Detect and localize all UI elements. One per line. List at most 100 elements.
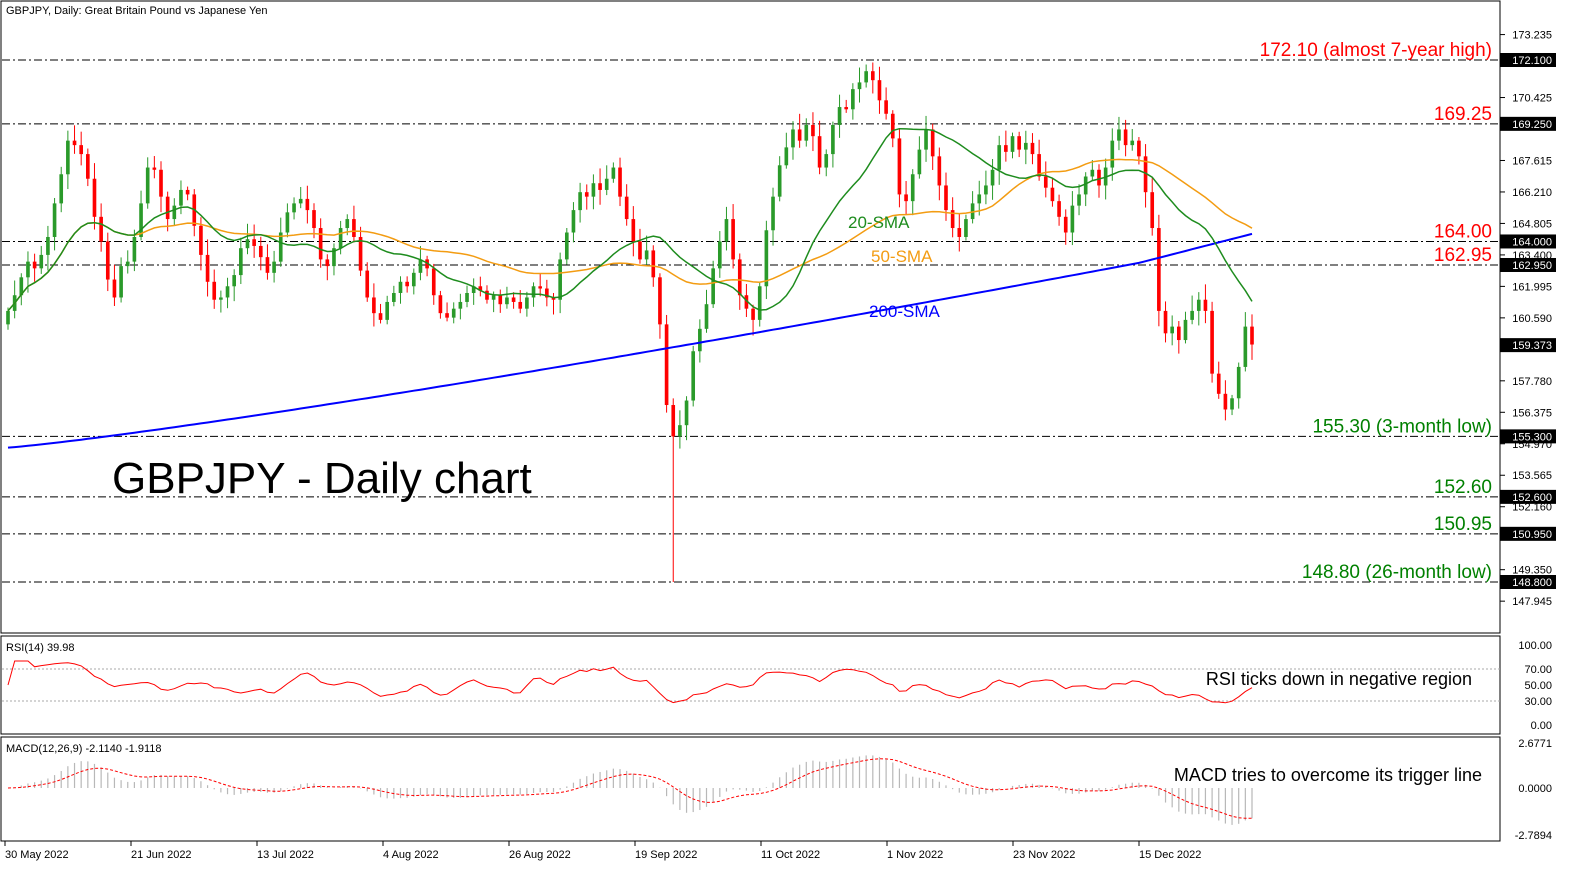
candle-body bbox=[385, 301, 390, 320]
candle-body bbox=[378, 313, 383, 320]
candle-body bbox=[1216, 373, 1221, 394]
level-label: 150.95 bbox=[1434, 514, 1492, 535]
candle-body bbox=[538, 286, 543, 289]
level-label: 164.00 bbox=[1434, 221, 1492, 242]
candle-body bbox=[478, 286, 483, 291]
date-label: 11 Oct 2022 bbox=[761, 849, 820, 861]
candle-body bbox=[159, 169, 163, 197]
candle-body bbox=[618, 167, 622, 197]
candle-body bbox=[1210, 310, 1214, 374]
candle-body bbox=[165, 196, 170, 220]
candle-body bbox=[258, 245, 263, 258]
candle-body bbox=[39, 254, 44, 269]
price-badge-text: 164.000 bbox=[1512, 236, 1552, 248]
candle-body bbox=[551, 297, 556, 300]
date-label: 15 Dec 2022 bbox=[1139, 849, 1201, 861]
price-badge-text: 162.950 bbox=[1512, 260, 1552, 272]
candle-body bbox=[711, 268, 715, 305]
candle-body bbox=[451, 308, 456, 318]
rsi-line bbox=[7, 660, 1253, 704]
candle-body bbox=[345, 219, 350, 229]
level-label: 162.95 bbox=[1434, 245, 1492, 266]
candle-body bbox=[851, 89, 855, 110]
candle-body bbox=[32, 261, 37, 269]
candle-body bbox=[418, 259, 423, 273]
level-label: 172.10 (almost 7-year high) bbox=[1260, 40, 1492, 61]
candle-body bbox=[52, 203, 57, 237]
candle-body bbox=[944, 185, 948, 211]
candle-body bbox=[797, 129, 802, 141]
candle-body bbox=[19, 277, 24, 296]
price-badge-text: 159.373 bbox=[1512, 340, 1552, 352]
candle-body bbox=[125, 261, 130, 267]
candle-body bbox=[997, 145, 1002, 170]
candle-body bbox=[844, 107, 849, 110]
date-label: 26 Aug 2022 bbox=[509, 849, 571, 861]
candle-body bbox=[624, 196, 629, 220]
price-tick-label: 149.350 bbox=[1512, 565, 1552, 577]
price-badge-text: 155.300 bbox=[1512, 431, 1552, 443]
candle-body bbox=[631, 219, 636, 242]
candle-body bbox=[664, 324, 669, 406]
price-tick-label: 173.235 bbox=[1512, 30, 1552, 42]
candle-body bbox=[591, 183, 596, 197]
sma20-label: 20-SMA bbox=[848, 213, 910, 232]
candle-body bbox=[824, 154, 829, 168]
sma50-line bbox=[7, 158, 1253, 312]
macd-label: MACD(12,26,9) -2.1140 -1.9118 bbox=[6, 743, 162, 755]
candle-body bbox=[1250, 326, 1254, 345]
date-label: 13 Jul 2022 bbox=[257, 849, 314, 861]
candle-body bbox=[1137, 140, 1141, 157]
candle-body bbox=[411, 272, 416, 287]
candle-body bbox=[1004, 145, 1008, 152]
candle-body bbox=[1223, 393, 1228, 410]
candle-body bbox=[970, 203, 975, 220]
candle-body bbox=[6, 310, 10, 325]
candle-body bbox=[924, 129, 928, 150]
candle-body bbox=[92, 178, 97, 217]
sma50-label: 50-SMA bbox=[871, 247, 933, 266]
price-tick-label: 157.780 bbox=[1512, 376, 1552, 388]
candle-body bbox=[930, 129, 935, 157]
candle-body bbox=[598, 183, 602, 190]
candle-body bbox=[405, 281, 409, 287]
macd-signal-line bbox=[7, 758, 1252, 819]
candle-body bbox=[884, 100, 888, 114]
candle-body bbox=[564, 232, 569, 260]
candle-body bbox=[225, 286, 230, 298]
candle-body bbox=[1037, 154, 1041, 177]
date-label: 19 Sep 2022 bbox=[635, 849, 697, 861]
chart-header: GBPJPY, Daily: Great Britain Pound vs Ja… bbox=[6, 5, 268, 17]
candle-body bbox=[511, 297, 516, 302]
candle-body bbox=[525, 297, 529, 309]
candle-body bbox=[764, 230, 769, 287]
candle-body bbox=[278, 232, 283, 262]
candle-body bbox=[392, 292, 396, 302]
candle-body bbox=[870, 71, 875, 81]
candle-body bbox=[744, 295, 749, 309]
candle-body bbox=[1130, 140, 1135, 146]
candle-body bbox=[312, 210, 316, 229]
candle-body bbox=[139, 203, 143, 237]
candle-body bbox=[292, 203, 296, 213]
candle-body bbox=[684, 400, 689, 426]
rsi-label: RSI(14) 39.98 bbox=[6, 642, 74, 654]
candle-body bbox=[79, 145, 83, 155]
candle-body bbox=[1050, 187, 1055, 202]
price-tick-label: 152.160 bbox=[1512, 502, 1552, 514]
rsi-scale-label: 100.00 bbox=[1518, 640, 1552, 652]
candle-body bbox=[784, 147, 789, 166]
price-badge-text: 152.600 bbox=[1512, 492, 1552, 504]
candle-body bbox=[1243, 326, 1248, 367]
candle-body bbox=[1010, 136, 1015, 152]
candle-body bbox=[831, 124, 835, 155]
candle-body bbox=[950, 210, 955, 229]
candle-body bbox=[458, 301, 463, 309]
rsi-scale-label: 0.00 bbox=[1531, 720, 1552, 732]
candle-body bbox=[757, 286, 762, 320]
candle-body bbox=[205, 254, 210, 282]
candle-body bbox=[132, 236, 137, 262]
candle-body bbox=[485, 290, 489, 300]
candle-body bbox=[811, 124, 815, 137]
date-label: 23 Nov 2022 bbox=[1013, 849, 1075, 861]
